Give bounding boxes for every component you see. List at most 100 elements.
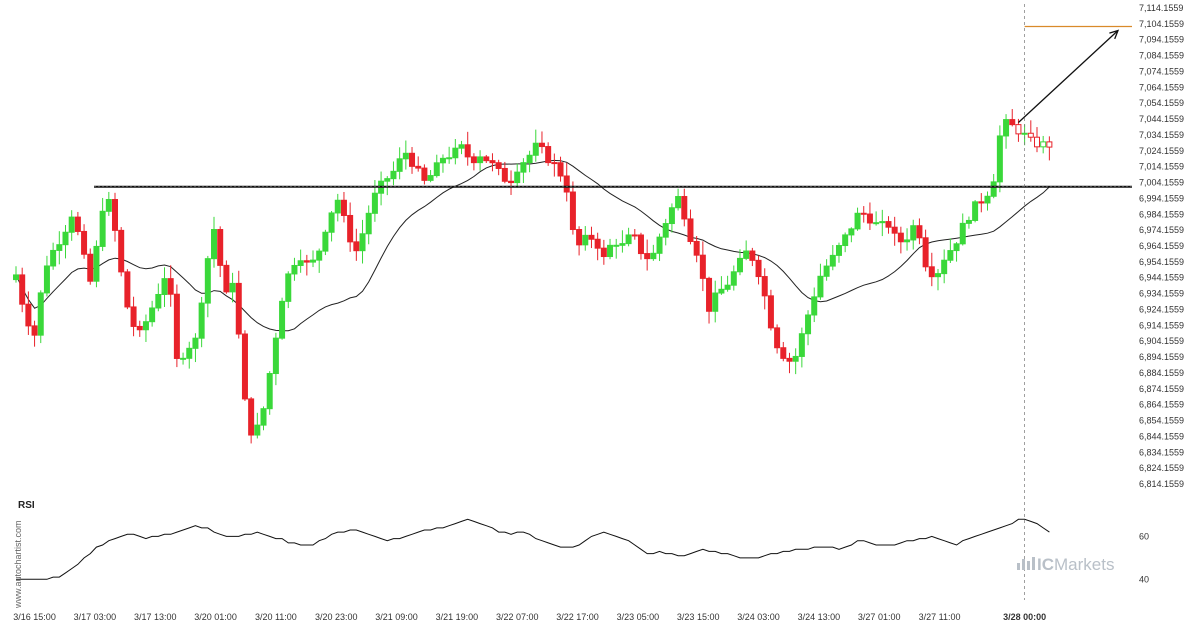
candle-body xyxy=(272,337,279,375)
candle xyxy=(384,176,391,196)
time-tick-label: 3/17 13:00 xyxy=(134,612,177,622)
price-tick-label: 6,964.1559 xyxy=(1139,241,1184,251)
candle xyxy=(204,255,211,318)
candle-body xyxy=(421,167,428,181)
candle xyxy=(62,225,69,259)
candle-body xyxy=(805,314,812,335)
candle xyxy=(792,348,799,375)
candle xyxy=(285,271,292,309)
candle-body xyxy=(56,244,63,251)
candle xyxy=(532,129,539,162)
price-tick-label: 6,874.1559 xyxy=(1139,384,1184,394)
projection-arrow xyxy=(1017,29,1119,123)
candle-body xyxy=(934,273,941,278)
candle-body xyxy=(37,292,44,336)
candle xyxy=(13,266,19,283)
candle xyxy=(835,242,842,263)
candle-body xyxy=(835,245,842,256)
candle xyxy=(749,247,756,267)
candle xyxy=(755,255,762,285)
candle-body xyxy=(334,199,341,214)
candle xyxy=(774,324,781,354)
time-tick-label: 3/21 09:00 xyxy=(375,612,418,622)
candle xyxy=(724,275,731,292)
candle xyxy=(378,171,385,206)
candle-body xyxy=(600,247,607,258)
price-tick-label: 7,094.1559 xyxy=(1139,35,1184,45)
candle-body xyxy=(87,253,94,282)
price-tick-label: 6,904.1559 xyxy=(1139,336,1184,346)
candle xyxy=(681,188,688,227)
candle-body xyxy=(637,234,644,255)
candle xyxy=(402,140,409,170)
candle xyxy=(904,228,911,251)
price-tick-label: 6,854.1559 xyxy=(1139,416,1184,426)
candle-body xyxy=(1015,124,1022,135)
time-tick-label: 3/21 19:00 xyxy=(436,612,479,622)
candle-body xyxy=(551,162,558,165)
candle xyxy=(446,146,453,164)
candle-body xyxy=(842,234,849,247)
candle-body xyxy=(557,162,564,177)
candle xyxy=(972,200,979,223)
candle-body xyxy=(180,357,187,360)
price-tick-label: 6,844.1559 xyxy=(1139,431,1184,441)
candle xyxy=(526,150,533,173)
candle-body xyxy=(508,180,515,184)
price-tick-label: 7,024.1559 xyxy=(1139,146,1184,156)
candle-body xyxy=(235,282,242,335)
candle-body xyxy=(996,135,1003,183)
candle xyxy=(928,252,935,287)
candle xyxy=(272,332,279,386)
candle xyxy=(557,156,564,182)
candle-body xyxy=(136,325,143,331)
rsi-tick-label: 60 xyxy=(1139,531,1149,541)
candle xyxy=(805,310,812,346)
candle-body xyxy=(613,244,620,247)
candle-body xyxy=(31,325,38,336)
candle xyxy=(452,138,459,165)
candle xyxy=(87,248,94,285)
brand-name: ICMarkets xyxy=(1037,555,1114,574)
price-tick-label: 6,824.1559 xyxy=(1139,463,1184,473)
candle xyxy=(780,341,787,362)
candle xyxy=(458,140,465,155)
candle-body xyxy=(167,278,174,295)
candle xyxy=(316,248,323,273)
candle xyxy=(897,226,904,254)
candle-body xyxy=(706,277,713,312)
candle xyxy=(130,296,137,337)
candle-body xyxy=(607,244,614,258)
brand-logo: ICMarkets xyxy=(1017,555,1114,574)
price-tick-label: 6,914.1559 xyxy=(1139,320,1184,330)
candle-body xyxy=(198,302,205,339)
candle-body xyxy=(204,258,211,304)
price-tick-label: 6,924.1559 xyxy=(1139,304,1184,314)
candle-body xyxy=(68,216,75,233)
candle xyxy=(687,209,694,245)
candle xyxy=(848,227,855,243)
price-axis: 7,114.1559 7,104.1559 7,094.1559 7,084.1559… xyxy=(1139,3,1184,489)
candle xyxy=(180,352,187,365)
candle-body xyxy=(897,232,904,243)
price-tick-label: 7,044.1559 xyxy=(1139,114,1184,124)
candle-body xyxy=(489,160,496,164)
candle-body xyxy=(142,321,149,331)
candle xyxy=(483,154,490,163)
price-tick-label: 7,034.1559 xyxy=(1139,130,1184,140)
candle-body xyxy=(93,245,100,282)
candle xyxy=(433,154,440,178)
candle xyxy=(136,320,143,337)
candle-body xyxy=(582,234,589,246)
candle xyxy=(124,269,131,310)
candle xyxy=(718,276,725,295)
price-tick-label: 6,864.1559 xyxy=(1139,400,1184,410)
candle xyxy=(582,226,589,251)
candle xyxy=(829,245,836,271)
candle-body xyxy=(192,337,199,349)
candle xyxy=(217,226,224,278)
candle-body xyxy=(978,201,985,204)
candle-body xyxy=(13,274,19,281)
candle-body xyxy=(514,171,521,184)
candle-body xyxy=(266,373,273,410)
